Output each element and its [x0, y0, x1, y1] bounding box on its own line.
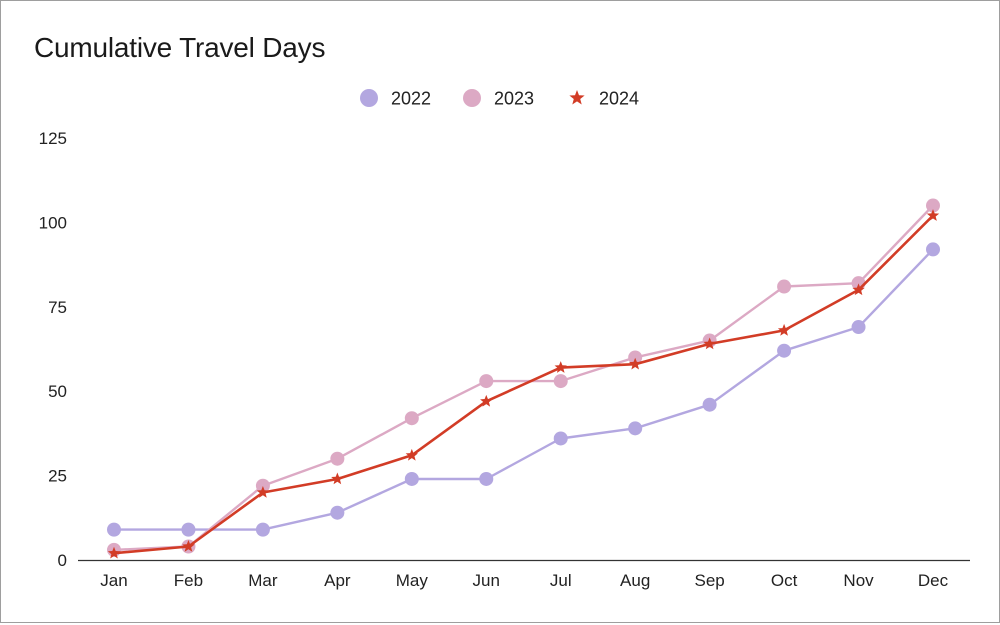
data-point-star[interactable]	[703, 337, 716, 350]
data-point[interactable]	[553, 431, 568, 446]
plot-area	[107, 198, 940, 559]
x-tick-label: Jan	[100, 571, 127, 590]
chart-title: Cumulative Travel Days	[34, 32, 326, 63]
data-point[interactable]	[479, 374, 494, 389]
circle-icon	[360, 89, 378, 107]
series-2024	[107, 209, 940, 559]
data-point[interactable]	[553, 374, 568, 389]
x-tick-label: Sep	[695, 571, 725, 590]
data-point[interactable]	[107, 522, 121, 537]
data-point[interactable]	[181, 522, 196, 537]
data-point[interactable]	[330, 451, 345, 466]
data-point-star[interactable]	[629, 357, 642, 370]
x-tick-label: Jun	[473, 571, 500, 590]
circle-icon	[463, 89, 481, 107]
legend-label: 2022	[391, 89, 431, 109]
x-tick-label: Mar	[248, 571, 278, 590]
y-tick-label: 125	[39, 129, 67, 148]
data-point-star[interactable]	[107, 546, 121, 559]
y-tick-label: 50	[48, 382, 67, 401]
data-point[interactable]	[777, 279, 792, 294]
x-axis: Jan Feb Mar Apr May Jun Jul Aug Sep Oct Nov Dec	[78, 559, 970, 590]
data-point-star[interactable]	[852, 283, 865, 296]
data-point-star[interactable]	[777, 323, 791, 336]
star-icon	[569, 90, 585, 105]
data-point[interactable]	[851, 320, 866, 335]
legend-item-2024[interactable]: 2024	[569, 89, 639, 109]
data-point[interactable]	[255, 522, 270, 537]
x-tick-label: Apr	[324, 571, 351, 590]
legend-item-2023[interactable]: 2023	[463, 89, 534, 109]
data-point-star[interactable]	[331, 472, 344, 485]
chart-legend: 2022 2023 2024	[360, 89, 639, 109]
y-tick-label: 75	[48, 298, 67, 317]
data-point[interactable]	[628, 421, 643, 436]
data-point-star[interactable]	[256, 485, 270, 498]
y-tick-label: 25	[48, 467, 67, 486]
data-point-star[interactable]	[480, 394, 493, 407]
series-line	[113, 204, 934, 552]
data-point-star[interactable]	[405, 448, 418, 461]
data-point[interactable]	[479, 471, 494, 486]
data-point[interactable]	[255, 478, 270, 493]
x-tick-label: Jul	[550, 571, 572, 590]
data-point[interactable]	[777, 343, 792, 358]
series-2023	[107, 198, 940, 557]
x-tick-label: May	[396, 571, 429, 590]
data-point[interactable]	[404, 411, 419, 426]
data-point[interactable]	[926, 242, 940, 257]
data-point[interactable]	[926, 198, 940, 213]
data-point[interactable]	[404, 471, 419, 486]
x-tick-label: Dec	[918, 571, 949, 590]
data-point-star[interactable]	[554, 361, 567, 373]
y-axis: 0 25 50 75 100 125	[39, 129, 67, 570]
y-tick-label: 100	[39, 213, 67, 232]
x-tick-label: Oct	[771, 571, 798, 590]
x-tick-label: Nov	[843, 571, 874, 590]
x-tick-label: Aug	[620, 571, 650, 590]
legend-label: 2024	[599, 89, 639, 109]
legend-item-2022[interactable]: 2022	[360, 89, 431, 109]
legend-label: 2023	[494, 89, 534, 109]
data-point[interactable]	[330, 505, 345, 520]
y-tick-label: 0	[58, 551, 67, 570]
data-point-star[interactable]	[926, 209, 940, 221]
series-line	[114, 248, 934, 531]
x-tick-label: Feb	[174, 571, 203, 590]
series-line	[113, 214, 934, 555]
data-point[interactable]	[628, 350, 643, 365]
data-point[interactable]	[702, 397, 717, 412]
series-2022	[107, 242, 940, 537]
data-point-star[interactable]	[182, 540, 195, 552]
